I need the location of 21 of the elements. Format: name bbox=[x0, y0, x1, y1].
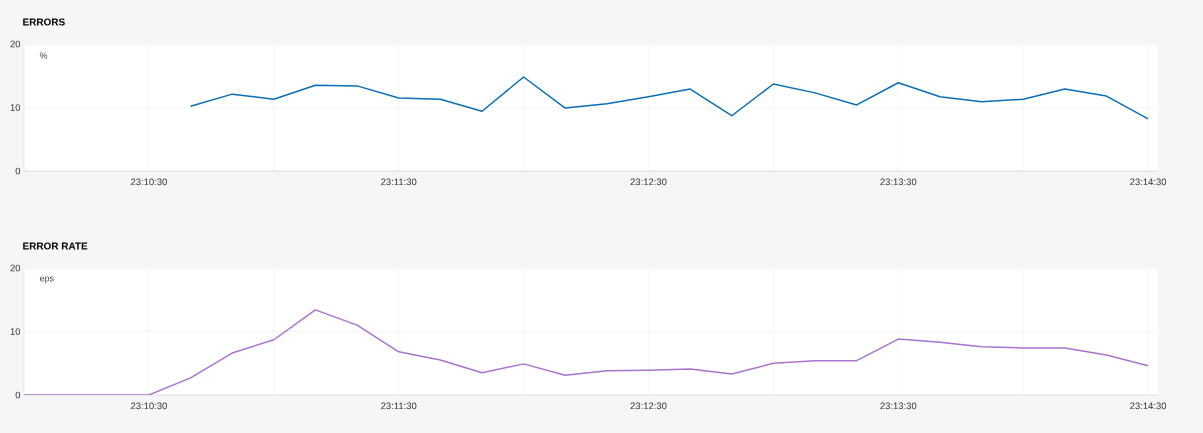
x-tick-label: 23:14:30 bbox=[1130, 402, 1167, 410]
x-tick-label: 23:11:30 bbox=[381, 402, 417, 410]
y-tick-label: 0 bbox=[15, 391, 21, 399]
x-tick-label: 23:13:30 bbox=[880, 402, 917, 410]
chart-title: ERROR RATE bbox=[23, 242, 88, 250]
x-tick-label: 23:14:30 bbox=[1130, 178, 1167, 186]
x-tick-label: 23:11:30 bbox=[381, 178, 417, 186]
x-tick-label: 23:12:30 bbox=[630, 178, 667, 186]
y-axis-title: % bbox=[39, 52, 48, 59]
y-axis-title: eps bbox=[39, 276, 54, 284]
y-tick-label: 20 bbox=[10, 264, 21, 272]
line-series bbox=[189, 76, 1149, 120]
y-tick-label: 0 bbox=[15, 167, 21, 175]
y-tick-label: 20 bbox=[10, 40, 21, 48]
x-tick-label: 23:12:30 bbox=[630, 402, 667, 410]
x-tick-label: 23:10:30 bbox=[130, 178, 167, 186]
y-tick-label: 10 bbox=[10, 104, 21, 111]
chart-title: ERRORS bbox=[23, 18, 65, 26]
x-tick-label: 23:13:30 bbox=[880, 178, 917, 186]
y-tick-label: 10 bbox=[10, 328, 21, 335]
x-tick-label: 23:10:30 bbox=[130, 402, 167, 410]
